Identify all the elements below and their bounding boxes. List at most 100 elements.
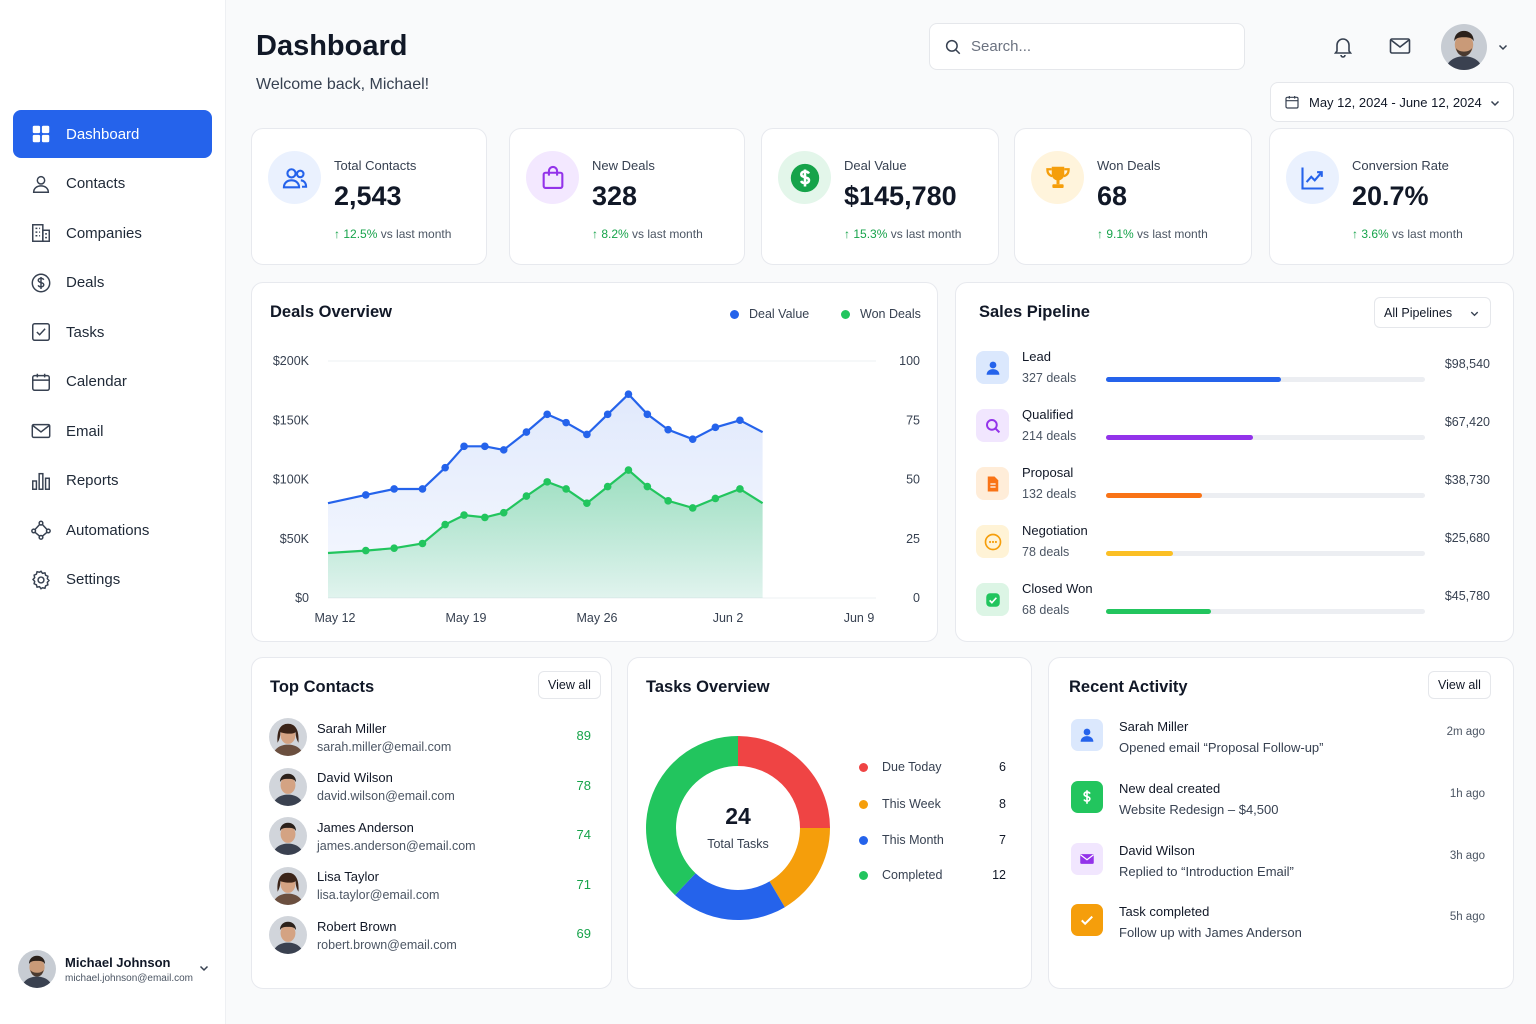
y-right-tick-label: 100 <box>899 354 920 368</box>
data-point-deal-value[interactable] <box>688 435 697 444</box>
data-point-won-deals[interactable] <box>736 485 744 493</box>
kpi-change: ↑ 12.5% vs last month <box>334 227 451 241</box>
sidebar-item-settings[interactable]: Settings <box>13 556 212 604</box>
data-point-won-deals[interactable] <box>522 492 531 500</box>
data-point-won-deals[interactable] <box>481 513 489 522</box>
activity-item[interactable]: David Wilson Replied to “Introduction Em… <box>1071 843 1485 887</box>
contact-row[interactable]: David Wilson david.wilson@email.com 78 <box>269 766 591 808</box>
data-point-deal-value[interactable] <box>603 410 612 419</box>
sidebar-item-automations[interactable]: Automations <box>13 506 212 554</box>
chevron-down-icon[interactable] <box>1497 41 1509 53</box>
chevron-down-icon[interactable] <box>198 962 210 974</box>
avatar <box>269 718 307 756</box>
bell-icon[interactable] <box>1331 34 1355 58</box>
data-point-won-deals[interactable] <box>562 485 570 493</box>
data-point-deal-value[interactable] <box>481 442 489 451</box>
kpi-change-suffix: vs last month <box>632 227 703 241</box>
data-point-won-deals[interactable] <box>583 499 591 507</box>
contact-email: david.wilson@email.com <box>317 789 455 803</box>
pipeline-filter-select[interactable]: All Pipelines <box>1374 297 1491 328</box>
donut-segment-completed[interactable] <box>646 736 738 896</box>
data-point-deal-value[interactable] <box>418 485 427 493</box>
pipeline-stage-proposal[interactable]: Proposal 132 deals $38,730 <box>976 465 1490 513</box>
activity-item[interactable]: New deal created Website Redesign – $4,5… <box>1071 781 1485 825</box>
data-point-won-deals[interactable] <box>361 546 370 555</box>
pipeline-stage-lead[interactable]: Lead 327 deals $98,540 <box>976 349 1490 397</box>
legend-item-won-deals[interactable]: Won Deals <box>841 307 921 321</box>
data-point-deal-value[interactable] <box>583 430 591 439</box>
tasks-legend-label: Completed <box>882 868 943 882</box>
kpi-card-won-deals[interactable]: Won Deals 68 ↑ 9.1% vs last month <box>1014 128 1252 265</box>
contact-info: David Wilson david.wilson@email.com <box>317 770 455 803</box>
sidebar-item-email[interactable]: Email <box>13 407 212 455</box>
activity-description: Follow up with James Anderson <box>1119 925 1302 940</box>
data-point-won-deals[interactable] <box>664 497 672 505</box>
data-point-deal-value[interactable] <box>499 446 508 454</box>
data-point-deal-value[interactable] <box>460 442 468 451</box>
sidebar-item-dashboard[interactable]: Dashboard <box>13 110 212 158</box>
contact-row[interactable]: Sarah Miller sarah.miller@email.com 89 <box>269 716 591 758</box>
contact-email: robert.brown@email.com <box>317 937 457 952</box>
data-point-deal-value[interactable] <box>643 410 652 419</box>
activity-description: Website Redesign – $4,500 <box>1119 802 1279 817</box>
data-point-won-deals[interactable] <box>688 504 697 512</box>
contact-row[interactable]: James Anderson james.anderson@email.com 74 <box>269 815 591 857</box>
view-all-activity-button[interactable]: View all <box>1428 671 1491 699</box>
contact-info: Robert Brown robert.brown@email.com <box>317 919 457 952</box>
sidebar-item-contacts[interactable]: Contacts <box>13 160 212 208</box>
legend-swatch <box>730 309 739 319</box>
legend-item-deal-value[interactable]: Deal Value <box>730 307 809 321</box>
donut-segment-this-week[interactable] <box>769 828 830 908</box>
data-point-won-deals[interactable] <box>441 520 449 529</box>
sidebar-nav: Dashboard Contacts Companies Deals Tasks… <box>13 110 212 605</box>
data-point-won-deals[interactable] <box>603 482 612 491</box>
activity-title: Task completed <box>1119 904 1210 919</box>
activity-icon-badge <box>1071 904 1103 936</box>
donut-segment-due-today[interactable] <box>738 736 830 828</box>
data-point-won-deals[interactable] <box>390 544 398 553</box>
view-all-contacts-button[interactable]: View all <box>538 671 601 699</box>
pipeline-stage-qualified[interactable]: Qualified 214 deals $67,420 <box>976 407 1490 455</box>
sidebar-item-deals[interactable]: Deals <box>13 259 212 307</box>
sidebar-item-tasks[interactable]: Tasks <box>13 308 212 356</box>
contact-row[interactable]: Robert Brown robert.brown@email.com 69 <box>269 914 591 956</box>
date-range-picker[interactable]: May 12, 2024 - June 12, 2024 <box>1270 82 1514 122</box>
data-point-deal-value[interactable] <box>711 423 720 432</box>
kpi-label: Total Contacts <box>334 158 417 173</box>
data-point-deal-value[interactable] <box>664 425 672 434</box>
pipeline-stage-closed-won[interactable]: Closed Won 68 deals $45,780 <box>976 581 1490 629</box>
data-point-deal-value[interactable] <box>361 491 370 499</box>
activity-item[interactable]: Sarah Miller Opened email “Proposal Foll… <box>1071 719 1485 763</box>
data-point-deal-value[interactable] <box>562 418 570 427</box>
data-point-won-deals[interactable] <box>418 539 427 548</box>
sidebar-item-reports[interactable]: Reports <box>13 457 212 505</box>
pipeline-progress-fill <box>1106 609 1212 614</box>
data-point-deal-value[interactable] <box>736 416 744 425</box>
data-point-deal-value[interactable] <box>522 428 531 436</box>
user-profile-card[interactable]: Michael Johnson michael.johnson@email.co… <box>18 950 216 988</box>
avatar[interactable] <box>1441 24 1487 70</box>
data-point-deal-value[interactable] <box>624 390 633 398</box>
kpi-card-new-deals[interactable]: New Deals 328 ↑ 8.2% vs last month <box>509 128 745 265</box>
data-point-won-deals[interactable] <box>711 494 720 503</box>
pipeline-stage-negotiation[interactable]: Negotiation 78 deals $25,680 <box>976 523 1490 571</box>
kpi-icon-circle <box>1286 151 1339 204</box>
data-point-won-deals[interactable] <box>460 511 468 519</box>
kpi-card-conversion-rate[interactable]: Conversion Rate 20.7% ↑ 3.6% vs last mon… <box>1269 128 1514 265</box>
donut-segment-this-month[interactable] <box>675 873 785 920</box>
data-point-deal-value[interactable] <box>441 463 449 472</box>
data-point-deal-value[interactable] <box>390 485 398 493</box>
data-point-deal-value[interactable] <box>543 410 551 419</box>
data-point-won-deals[interactable] <box>624 466 633 474</box>
sidebar-item-calendar[interactable]: Calendar <box>13 358 212 406</box>
activity-item[interactable]: Task completed Follow up with James Ande… <box>1071 904 1485 948</box>
data-point-won-deals[interactable] <box>643 482 652 491</box>
contact-row[interactable]: Lisa Taylor lisa.taylor@email.com 71 <box>269 865 591 907</box>
data-point-won-deals[interactable] <box>543 478 551 486</box>
data-point-won-deals[interactable] <box>499 508 508 517</box>
mail-icon[interactable] <box>1388 34 1412 58</box>
kpi-card-deal-value[interactable]: Deal Value $145,780 ↑ 15.3% vs last mont… <box>761 128 999 265</box>
sidebar-item-companies[interactable]: Companies <box>13 209 212 257</box>
search-input[interactable] <box>971 38 1221 55</box>
kpi-card-total-contacts[interactable]: Total Contacts 2,543 ↑ 12.5% vs last mon… <box>251 128 487 265</box>
